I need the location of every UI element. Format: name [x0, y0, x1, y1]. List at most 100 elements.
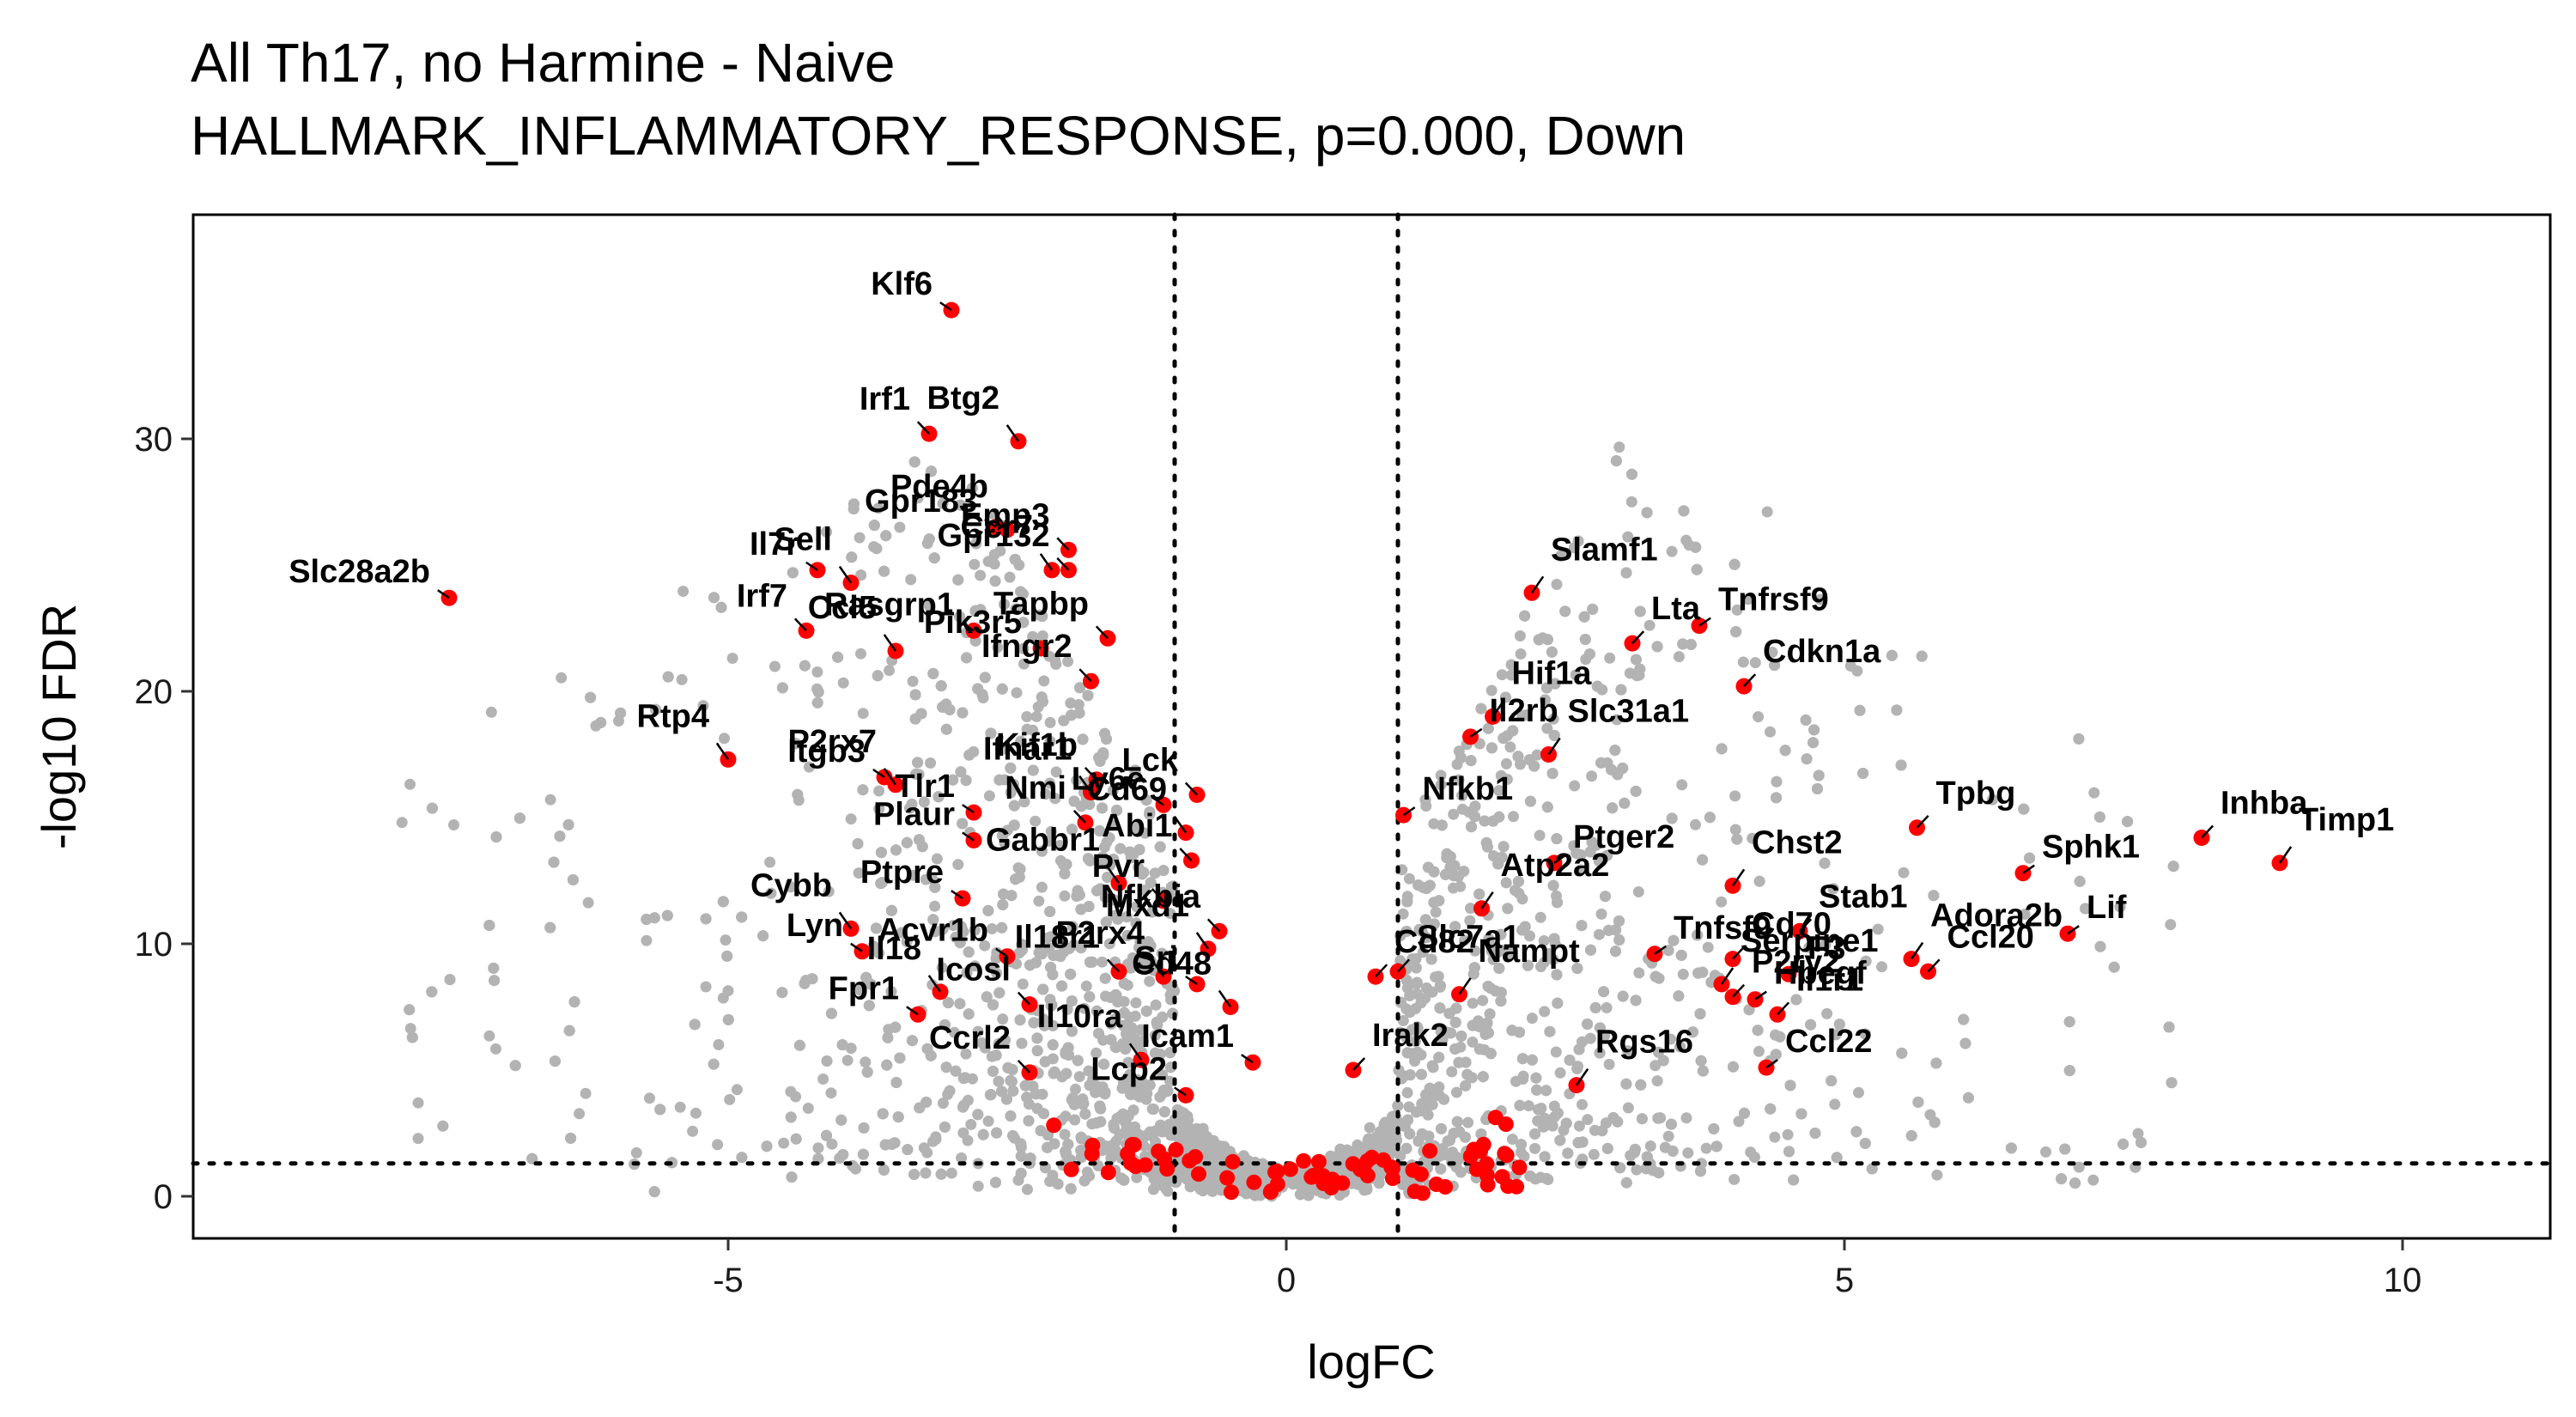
- bg-point: [1406, 1048, 1419, 1060]
- bg-point: [1498, 841, 1510, 853]
- bg-point: [1830, 1029, 1842, 1041]
- bg-point: [1448, 882, 1459, 894]
- bg-point: [1047, 1019, 1059, 1031]
- bg-point: [1587, 603, 1599, 615]
- bg-point: [1682, 1147, 1694, 1159]
- bg-point: [1481, 841, 1493, 853]
- bg-point: [485, 706, 497, 718]
- bg-point: [1496, 669, 1508, 681]
- bg-point: [1866, 1163, 1878, 1175]
- bg-point: [861, 1066, 873, 1078]
- bg-point: [1401, 1086, 1413, 1098]
- bg-point: [1031, 1032, 1043, 1044]
- bg-point: [975, 569, 987, 581]
- bg-point: [1074, 682, 1085, 694]
- bg-point: [1115, 842, 1127, 854]
- bg-point: [396, 817, 408, 829]
- bg-point: [1157, 865, 1170, 877]
- bg-point: [548, 856, 560, 868]
- bg-point: [1695, 1165, 1706, 1177]
- bg-point: [1526, 1013, 1538, 1025]
- bg-point: [1625, 496, 1637, 508]
- bg-point: [857, 784, 869, 796]
- bg-point: [1023, 1115, 1035, 1127]
- bg-point: [1056, 980, 1068, 992]
- bg-point: [2088, 787, 2100, 799]
- bg-point: [1434, 980, 1446, 992]
- bg-point: [1397, 908, 1409, 920]
- bg-point: [811, 666, 823, 678]
- bg-point: [901, 836, 913, 848]
- bg-point: [1059, 1128, 1071, 1140]
- bg-point: [1615, 684, 1627, 696]
- bg-point: [1876, 961, 1887, 973]
- bg-point: [1665, 1118, 1677, 1130]
- bg-point: [1044, 716, 1056, 728]
- bg-point: [930, 1134, 942, 1145]
- bg-point: [769, 660, 781, 672]
- bg-point: [662, 671, 674, 683]
- bg-point: [1078, 1002, 1091, 1014]
- bg-point: [549, 1055, 561, 1067]
- bg-point: [871, 543, 883, 555]
- bg-point: [1084, 1170, 1095, 1182]
- bg-point: [1687, 1026, 1698, 1038]
- bg-point: [1601, 1002, 1613, 1013]
- bg-point: [1552, 1107, 1564, 1119]
- bg-point: [1539, 1006, 1551, 1018]
- bg-point: [1038, 1019, 1050, 1031]
- bg-point: [1809, 1128, 1821, 1139]
- bg-point: [1680, 1112, 1692, 1124]
- bg-point: [1569, 780, 1581, 792]
- bg-point: [1464, 915, 1476, 927]
- bg-point: [2094, 940, 2106, 952]
- bg-point: [1630, 654, 1642, 666]
- bg-point: [1821, 1007, 1833, 1019]
- bg-point: [1584, 1032, 1596, 1044]
- bg-point: [1595, 757, 1607, 769]
- bg-point: [1729, 824, 1741, 836]
- bg-point: [868, 520, 880, 532]
- bg-point: [1047, 1170, 1059, 1182]
- bg-point: [1753, 1045, 1765, 1057]
- bg-point: [1435, 769, 1447, 781]
- bg-point: [935, 680, 947, 692]
- bg-point: [1107, 784, 1119, 796]
- bg-point: [1500, 877, 1512, 889]
- bg-point: [1898, 867, 1910, 879]
- bg-point: [489, 975, 501, 987]
- bg-point: [697, 700, 709, 712]
- bg-point: [1547, 879, 1559, 891]
- bg-point: [1065, 697, 1077, 709]
- bg-point: [1124, 1012, 1136, 1024]
- bg-point: [1030, 710, 1042, 722]
- bg-point: [2114, 901, 2126, 913]
- bg-point: [1075, 942, 1087, 954]
- bg-point: [1014, 863, 1026, 875]
- bg-point: [912, 492, 924, 504]
- bg-point: [1428, 866, 1440, 878]
- bg-point: [1524, 795, 1536, 807]
- bg-point: [1140, 1005, 1152, 1017]
- bg-point: [1573, 1120, 1585, 1132]
- bg-point: [1107, 819, 1118, 831]
- bg-point: [1460, 1079, 1472, 1092]
- bg-point: [959, 1072, 971, 1084]
- bg-point: [700, 913, 712, 925]
- bg-point: [1473, 888, 1485, 900]
- bg-point: [1540, 1172, 1552, 1184]
- bg-point: [918, 1142, 930, 1154]
- bg-point: [1829, 1098, 1841, 1110]
- bg-point: [835, 1114, 848, 1126]
- bg-point: [1139, 827, 1151, 839]
- bg-point: [1617, 990, 1629, 1002]
- bg-point: [1510, 1075, 1522, 1087]
- bg-point: [1417, 946, 1429, 958]
- bg-point: [1733, 1116, 1745, 1128]
- bg-point: [1571, 963, 1583, 975]
- bg-point: [1479, 815, 1491, 827]
- bg-point: [1062, 655, 1074, 667]
- bg-point: [1728, 1173, 1741, 1185]
- bg-point: [1493, 963, 1505, 974]
